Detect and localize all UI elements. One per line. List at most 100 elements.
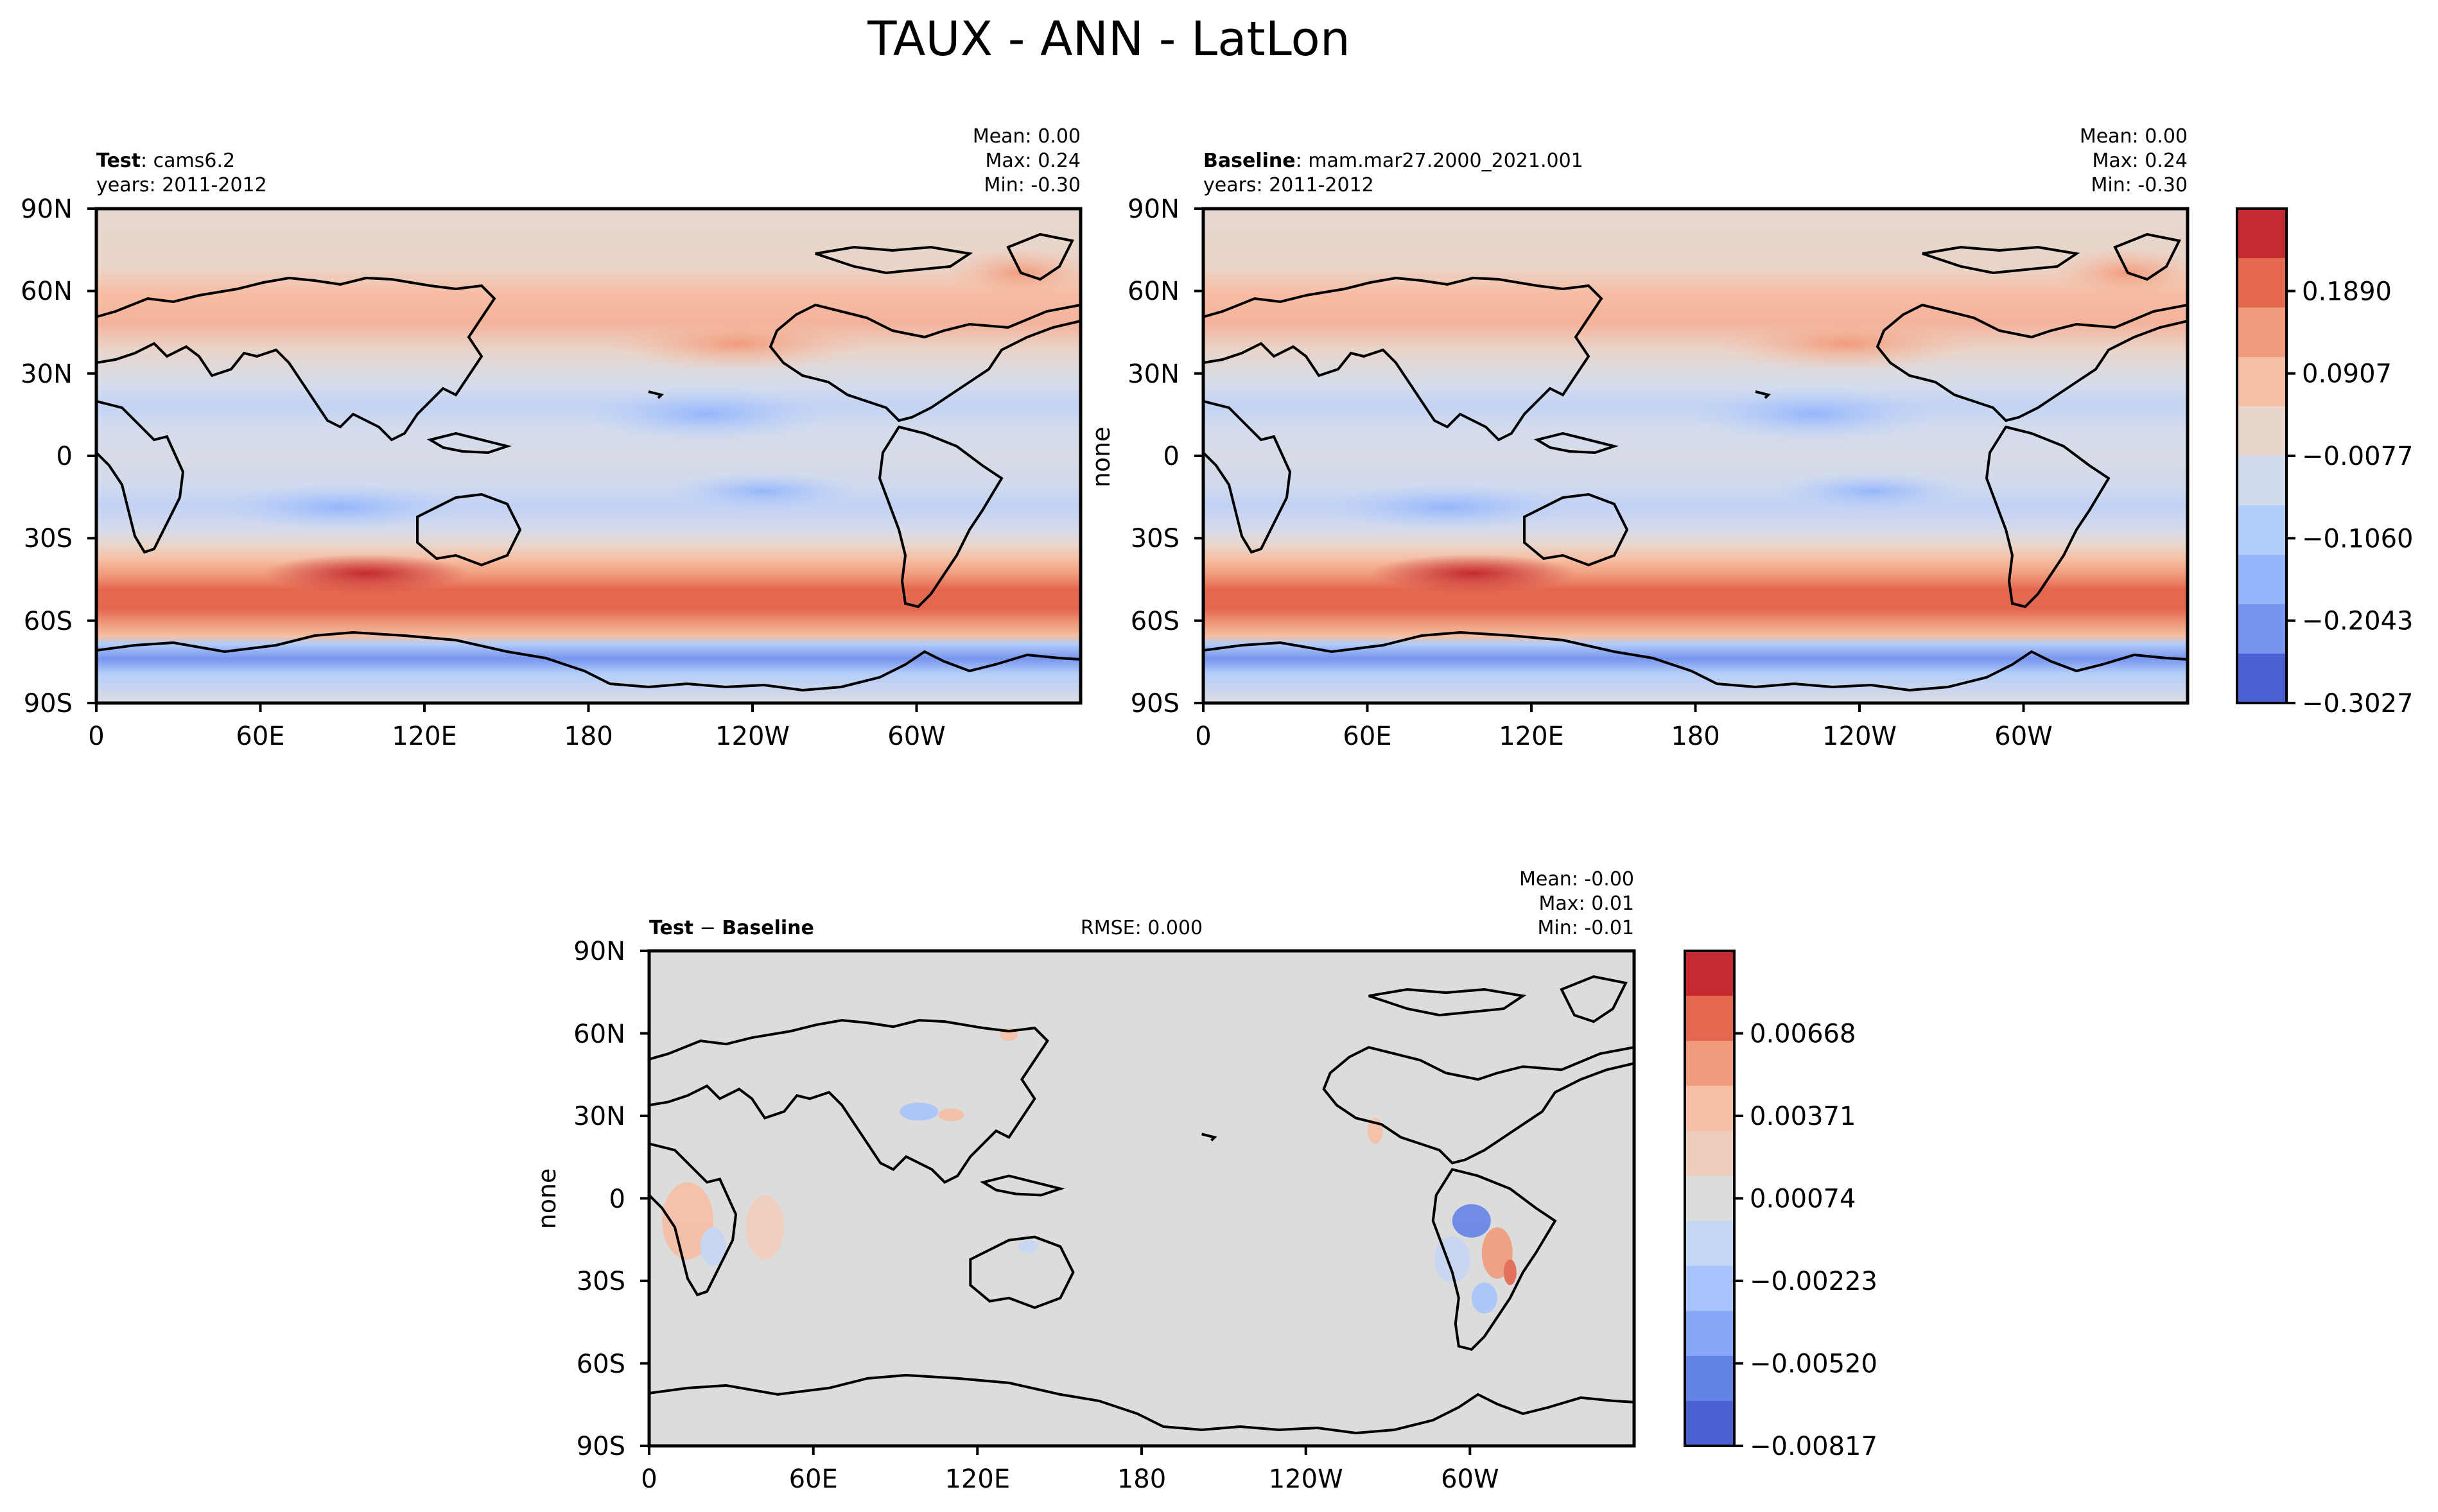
panel-test-lon-tick: 60E — [236, 722, 284, 751]
panel-test-lat-tick: 90S — [24, 689, 73, 718]
panel-test-lat-tick: 60S — [24, 607, 73, 636]
colorbar_main-swatch — [2237, 406, 2286, 456]
panel-test-lat-tick: 30N — [21, 360, 73, 389]
colorbar_main-label: −0.2043 — [2302, 607, 2413, 636]
colorbar_diff-swatch — [1685, 996, 1734, 1041]
panel-diff-lat-tick: 90S — [577, 1432, 625, 1461]
panel-baseline-lat-tick: 90S — [1131, 689, 1180, 718]
panel-baseline-title-rest: : mam.mar27.2000_2021.001 — [1296, 150, 1583, 172]
panel-baseline-max: Max: 0.24 — [2093, 150, 2188, 172]
panel-baseline-lat-tick: 30N — [1128, 360, 1180, 389]
colorbar_diff-swatch — [1685, 1400, 1734, 1447]
colorbar_diff-swatch — [1685, 1176, 1734, 1222]
panel-diff-lon-tick: 120E — [945, 1464, 1010, 1494]
panel-test-lat-tick: 60N — [21, 277, 73, 306]
panel-test-title: Test: cams6.2 — [96, 150, 235, 172]
panel-baseline-ylabel: none — [1087, 427, 1115, 488]
panel-baseline-lon-tick: 120E — [1499, 722, 1564, 751]
panel-diff-min: Min: -0.01 — [1538, 917, 1635, 939]
panel-diff-lat-tick: 30N — [573, 1102, 625, 1131]
panel-test-lon-tick: 60W — [887, 722, 945, 751]
panel-baseline-lat-tick: 60N — [1128, 277, 1180, 306]
panel-test-lat-tick: 30S — [24, 524, 73, 553]
panel-diff-title: Test − Baseline — [649, 917, 814, 939]
colorbar_diff-label: 0.00371 — [1750, 1102, 1856, 1131]
panel-diff-title-test: Test — [649, 917, 693, 939]
panel-baseline-lat-tick: 30S — [1131, 524, 1180, 553]
colorbar_main-swatch — [2237, 209, 2286, 259]
colorbar_diff-label: 0.00668 — [1750, 1020, 1856, 1049]
colorbar_main-swatch — [2237, 505, 2286, 555]
colorbar_diff-label: 0.00074 — [1750, 1185, 1856, 1214]
panel-test-title-bold: Test — [96, 150, 141, 172]
panel-baseline-lon-tick: 60E — [1343, 722, 1391, 751]
panel-diff-lon-tick: 0 — [641, 1464, 657, 1494]
panel-diff-lat-tick: 90N — [573, 937, 625, 966]
panel-baseline-years: years: 2011-2012 — [1203, 174, 1374, 196]
colorbar_main-swatch — [2237, 456, 2286, 506]
panel-baseline-x-axis: 0 60E 120E 180 120W 60W — [1195, 703, 2053, 751]
panel-test-lon-tick: 0 — [88, 722, 104, 751]
colorbar_main-label: 0.1890 — [2302, 277, 2392, 306]
panel-test-max: Max: 0.24 — [986, 150, 1081, 172]
colorbar_diff-label: −0.00817 — [1750, 1432, 1877, 1461]
panel-baseline-map — [1203, 209, 2188, 703]
panel-diff-rmse: RMSE: 0.000 — [1081, 917, 1203, 939]
colorbar_diff-swatch — [1685, 951, 1734, 996]
panel-baseline-lon-tick: 60W — [1994, 722, 2052, 751]
panel-test-lat-tick: 0 — [57, 442, 73, 471]
colorbar-diff: 0.00668 0.00371 0.00074 −0.00223 −0.00520 −0.… — [1684, 950, 1877, 1461]
panel-test-title-rest: : cams6.2 — [141, 150, 235, 172]
panel-baseline-lon-tick: 0 — [1195, 722, 1211, 751]
colorbar_main-swatch — [2237, 308, 2286, 358]
panel-diff-lon-tick: 60E — [789, 1464, 838, 1494]
panel-test-x-axis: 0 60E 120E 180 120W 60W — [88, 703, 946, 751]
panel-diff: Test − Baseline RMSE: 0.000 Mean: -0.00 … — [533, 868, 1636, 1494]
colorbar_main-label: −0.0077 — [2302, 442, 2413, 471]
colorbar_main-label: −0.1060 — [2302, 524, 2413, 553]
panel-test-lon-tick: 120W — [715, 722, 790, 751]
colorbar_diff-swatch — [1685, 1086, 1734, 1131]
colorbar_main-swatch — [2237, 258, 2286, 308]
panel-baseline: Baseline: mam.mar27.2000_2021.001 years:… — [1087, 125, 2190, 751]
panel-diff-title-baseline: Baseline — [722, 917, 814, 939]
panel-baseline-lat-tick: 60S — [1131, 607, 1180, 636]
panel-baseline-coastlines — [1203, 232, 2188, 692]
panel-baseline-min: Min: -0.30 — [2091, 174, 2188, 196]
panel-diff-lon-tick: 120W — [1269, 1464, 1343, 1494]
colorbar_main-label: 0.0907 — [2302, 360, 2392, 389]
panel-baseline-mean: Mean: 0.00 — [2080, 125, 2188, 148]
panel-test-lon-tick: 120E — [392, 722, 457, 751]
colorbar_main-swatch — [2237, 357, 2286, 407]
panel-test-coastlines — [96, 232, 1081, 692]
panel-test-years: years: 2011-2012 — [96, 174, 267, 196]
panel-baseline-lon-tick: 180 — [1671, 722, 1720, 751]
panel-baseline-y-axis: 90N 60N 30N 0 30S 60S 90S — [1128, 195, 1203, 718]
panel-diff-lon-tick: 180 — [1117, 1464, 1166, 1494]
colorbar_diff-label: −0.00223 — [1750, 1267, 1877, 1296]
colorbar_diff-swatch — [1685, 1355, 1734, 1402]
panel-diff-coastlines — [649, 975, 1634, 1434]
panel-diff-ylabel: none — [533, 1169, 561, 1230]
panel-test: Test: cams6.2 years: 2011-2012 Mean: 0.0… — [21, 125, 1083, 751]
colorbar_main-swatch — [2237, 555, 2286, 605]
panel-baseline-title: Baseline: mam.mar27.2000_2021.001 — [1203, 150, 1583, 172]
colorbar_diff-swatch — [1685, 1310, 1734, 1357]
colorbar_diff-swatch — [1685, 1221, 1734, 1267]
colorbar_diff-swatch — [1685, 1131, 1734, 1177]
panel-diff-y-axis: 90N 60N 30N 0 30S 60S 90S — [573, 937, 649, 1461]
panel-test-mean: Mean: 0.00 — [973, 125, 1081, 148]
panel-baseline-lon-tick: 120W — [1822, 722, 1897, 751]
panel-diff-lon-tick: 60W — [1441, 1464, 1499, 1494]
colorbar_diff-label: −0.00520 — [1750, 1350, 1877, 1379]
panel-test-lon-tick: 180 — [564, 722, 613, 751]
colorbar_main-swatch — [2237, 604, 2286, 654]
colorbar_diff-swatch — [1685, 1265, 1734, 1312]
panel-diff-max: Max: 0.01 — [1539, 892, 1634, 915]
panel-diff-lat-tick: 60S — [577, 1350, 625, 1379]
panel-diff-title-minus: − — [693, 917, 722, 939]
panel-baseline-title-bold: Baseline — [1203, 150, 1296, 172]
panel-test-min: Min: -0.30 — [984, 174, 1081, 196]
panel-baseline-lat-tick: 0 — [1163, 442, 1180, 471]
